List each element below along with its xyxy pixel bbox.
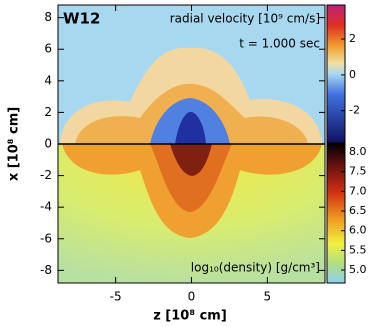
y-tick-label: 2 [44,105,52,119]
colorbar-tick-label: 6.5 [349,204,367,217]
model-label: W12 [63,10,100,28]
y-tick-label: 4 [44,73,52,87]
colorbar-tick-label: 6.0 [349,224,367,237]
simulation-image [58,5,325,283]
colorbar-tick-label: 7.5 [349,165,367,178]
x-tick-label: -5 [110,290,122,304]
y-tick-label: -2 [40,168,52,182]
y-tick-label: -6 [40,231,52,245]
y-tick-label: 6 [44,42,52,56]
colorbar-tick-label: 2 [349,32,356,45]
density-colorbar [326,142,346,284]
y-tick-label: 0 [44,137,52,151]
y-tick-label: -4 [40,200,52,214]
colorbar-tick-label: 5.5 [349,243,367,256]
colorbar-tick-label: 8.0 [349,145,367,158]
velocity-title: radial velocity [10⁹ cm/s] [170,12,320,26]
y-axis-label: x [10⁸ cm] [7,107,22,181]
x-tick-label: 5 [264,290,272,304]
colorbar-tick-label: -2 [349,104,360,117]
y-tick-label: 8 [44,10,52,24]
y-tick-label: -8 [40,263,52,277]
x-tick-label: 0 [188,290,196,304]
colorbar-tick-label: 0 [349,68,356,81]
density-title: log₁₀(density) [g/cm³] [191,261,320,275]
velocity-colorbar [326,4,346,144]
colorbar-tick-label: 7.0 [349,184,367,197]
time-label: t = 1.000 sec [239,37,320,51]
x-axis-label: z [10⁸ cm] [153,309,227,324]
colorbar-tick-label: 5.0 [349,263,367,276]
